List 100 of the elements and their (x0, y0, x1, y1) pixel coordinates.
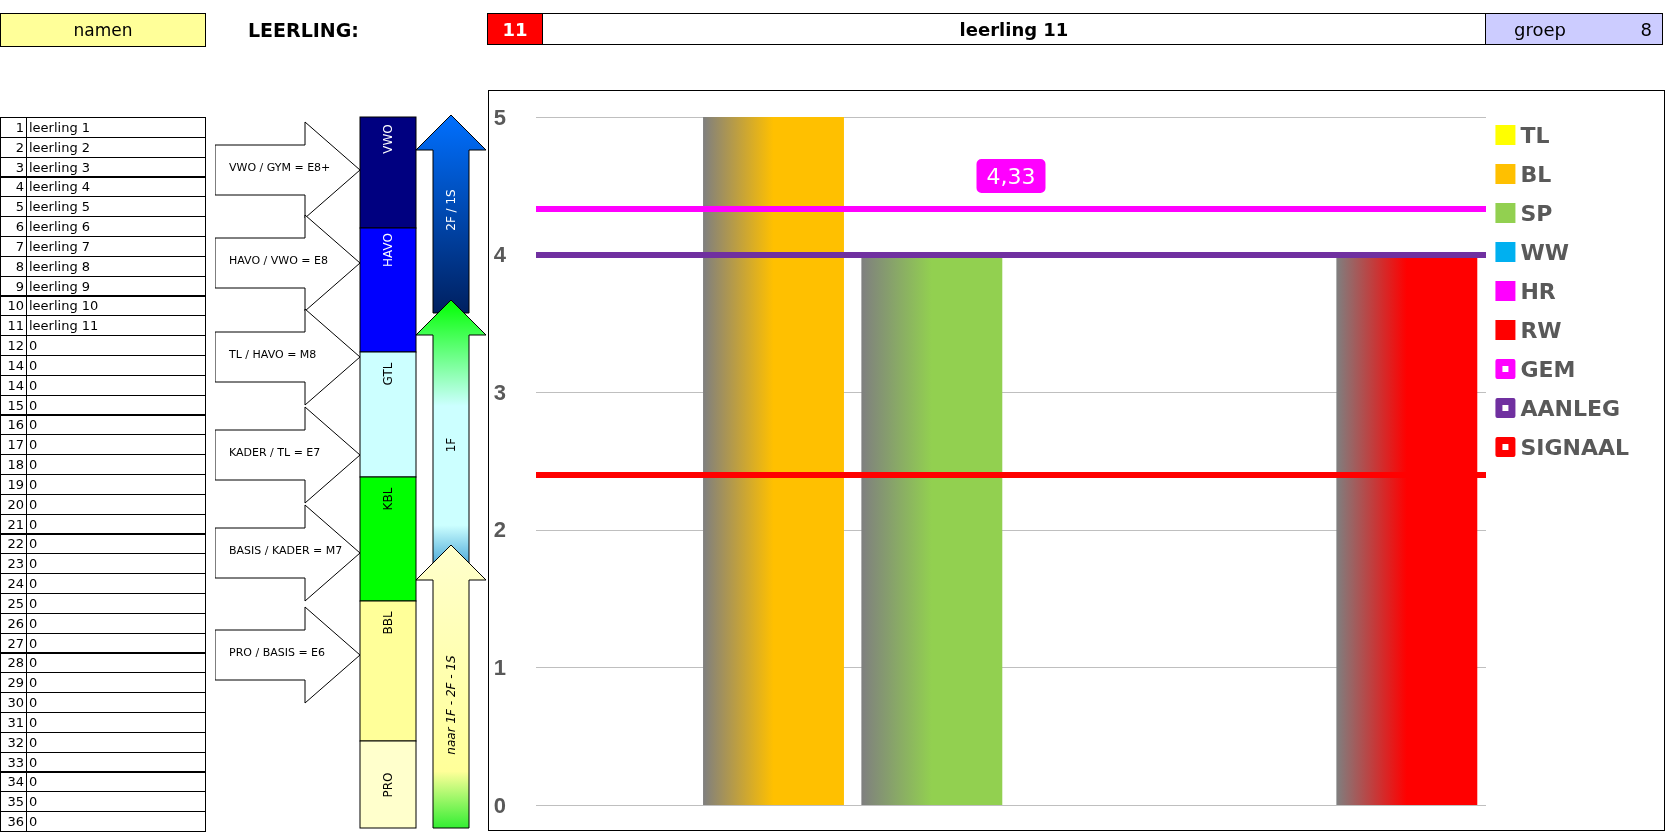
text: HAVO (381, 233, 395, 267)
text: 23 (0, 553, 27, 575)
text: naar 1F - 2F - 1S (444, 655, 458, 755)
text: leerling 7 (26, 236, 206, 257)
text: 11 (487, 13, 543, 45)
text: 0 (26, 335, 206, 356)
text: 8 (0, 255, 27, 277)
text: 33 (0, 751, 27, 773)
legend-label: SP (1520, 200, 1553, 226)
text: 7 (0, 236, 27, 257)
y-tick-label: 2 (493, 517, 506, 543)
text: 0 (26, 672, 206, 694)
text: 5 (0, 196, 27, 218)
text: 31 (0, 712, 27, 733)
legend-label: RW (1520, 317, 1562, 343)
text: 14 (0, 374, 27, 396)
text: BBL (381, 611, 395, 635)
text: TL / HAVO = M8 (229, 348, 317, 361)
text: KADER / TL = E7 (229, 446, 321, 459)
text: 20 (0, 493, 27, 515)
text: 11 (0, 315, 27, 337)
legend-label: GEM (1520, 356, 1576, 382)
text: 0 (26, 374, 206, 396)
text: 0 (26, 355, 206, 376)
y-tick-label: 4 (493, 242, 507, 268)
text: 0 (26, 751, 206, 773)
text: 30 (0, 692, 27, 713)
text: 16 (0, 414, 27, 436)
text: 10 (0, 295, 27, 317)
text: 0 (26, 771, 206, 793)
text: 8 (1600, 13, 1663, 45)
text: 2 (0, 136, 27, 158)
text: leerling 8 (26, 255, 206, 277)
text: leerling 2 (26, 136, 206, 158)
text: 0 (26, 414, 206, 436)
text: 0 (26, 612, 206, 634)
text: leerling 6 (26, 216, 206, 237)
text: 0 (26, 632, 206, 654)
text: leerling 5 (26, 196, 206, 218)
text: 1F (444, 437, 458, 453)
text: 0 (26, 652, 206, 674)
y-tick-label: 3 (493, 379, 506, 405)
text: 0 (26, 434, 206, 456)
text: 27 (0, 632, 27, 654)
text: leerling 11 (542, 13, 1486, 45)
text: 4 (0, 176, 27, 198)
legend-label: WW (1520, 239, 1569, 265)
text: 28 (0, 652, 27, 674)
text: groep (1514, 18, 1566, 40)
text: BASIS / KADER = M7 (229, 544, 343, 557)
text: 0 (26, 692, 206, 713)
text: 34 (0, 771, 27, 793)
text: leerling 4 (26, 176, 206, 198)
text: HAVO / VWO = E8 (229, 254, 328, 267)
text: 0 (26, 474, 206, 495)
text: KBL (381, 487, 395, 511)
text: 32 (0, 731, 27, 753)
text: 0 (26, 593, 206, 614)
text: 15 (0, 394, 27, 416)
text: 36 (0, 811, 27, 832)
legend-label: HR (1520, 278, 1556, 304)
legend-label: BL (1520, 161, 1552, 187)
text: leerling 3 (26, 156, 206, 178)
text: GTL (381, 362, 395, 386)
y-tick-label: 1 (493, 654, 506, 680)
text: 17 (0, 434, 27, 456)
legend-label: AANLEG (1520, 395, 1621, 421)
text: leerling 9 (26, 275, 206, 297)
text: 25 (0, 593, 27, 614)
text: leerling 10 (26, 295, 206, 317)
text: 0 (26, 454, 206, 475)
text: 0 (26, 712, 206, 733)
text: 21 (0, 513, 27, 535)
text: PRO (381, 771, 395, 798)
text: namen (0, 13, 206, 47)
text: 19 (0, 474, 27, 495)
text: 0 (26, 513, 206, 535)
text: VWO / GYM = E8+ (229, 161, 331, 174)
text: 14 (0, 355, 27, 376)
legend-label: TL (1520, 122, 1550, 148)
text: 18 (0, 454, 27, 475)
text: 0 (26, 493, 206, 515)
text: 0 (26, 791, 206, 813)
text: 35 (0, 791, 27, 813)
text: 12 (0, 335, 27, 356)
text: 22 (0, 533, 27, 555)
text: leerling 1 (26, 117, 206, 138)
text: 29 (0, 672, 27, 694)
y-tick-label: 5 (493, 104, 506, 130)
text: 3 (0, 156, 27, 178)
text: LEERLING: (248, 18, 359, 43)
text: 26 (0, 612, 27, 634)
text: VWO (381, 124, 395, 154)
text: 0 (26, 811, 206, 832)
text: 6 (0, 216, 27, 237)
text: 0 (26, 731, 206, 753)
text: 0 (26, 394, 206, 416)
text: 24 (0, 573, 27, 594)
text: 9 (0, 275, 27, 297)
text: 0 (26, 573, 206, 594)
